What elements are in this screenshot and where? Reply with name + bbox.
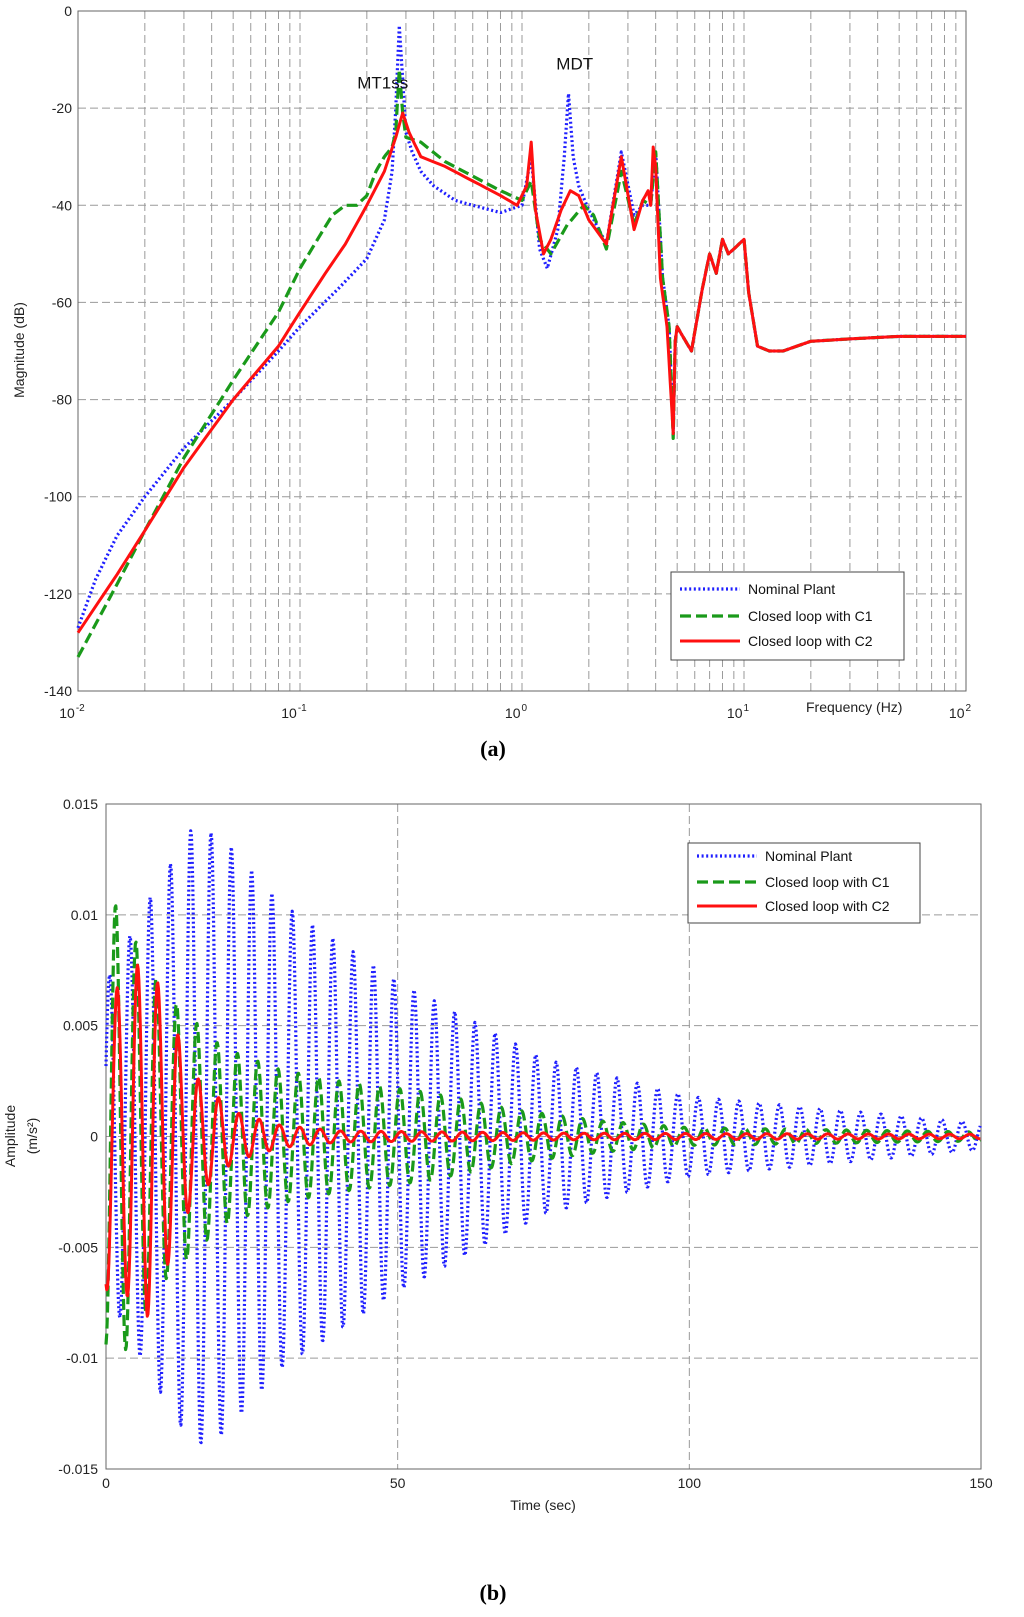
annotation-mdt: MDT (556, 54, 593, 73)
x-axis-label: Time (sec) (510, 1497, 576, 1513)
y-tick-label: 0 (90, 1129, 98, 1145)
annotation-mt1ss: MT1ss (357, 74, 408, 93)
y-tick-label: 0 (64, 3, 72, 19)
y-tick-label: -0.01 (66, 1350, 98, 1366)
series-c1 (104, 904, 982, 1352)
bode-magnitude-chart: 0 -20 -40 -60 -80 -100 -120 -140 10-2 10-1 100 101 1… (11, 3, 972, 761)
series-lines (76, 24, 966, 658)
panel-label-a: (a) (480, 736, 506, 761)
legend-box (670, 571, 905, 661)
x-tick-label: 102 (949, 703, 972, 721)
legend-label-nominal: Nominal Plant (748, 581, 835, 597)
legend-box (687, 842, 921, 924)
x-axis-label: Frequency (Hz) (806, 699, 902, 715)
x-tick-label: 150 (969, 1475, 993, 1491)
legend-label-c2: Closed loop with C2 (748, 633, 873, 649)
axis-ticks: 0 -20 -40 -60 -80 -100 -120 -140 10-2 10-1 100 101 1… (44, 3, 972, 721)
series-c2 (104, 963, 982, 1318)
x-tick-label: 101 (727, 703, 750, 721)
x-tick-label: 10-1 (281, 703, 307, 721)
y-tick-label: -0.005 (58, 1239, 98, 1255)
y-tick-label: -120 (44, 586, 72, 602)
y-tick-label: 0.01 (71, 907, 98, 923)
y-axis-label: Magnitude (dB) (11, 302, 27, 398)
legend-label-nominal: Nominal Plant (765, 848, 852, 864)
y-tick-label: -40 (52, 197, 72, 213)
y-tick-label: -80 (52, 392, 72, 408)
x-tick-label: 100 (678, 1475, 702, 1491)
legend-label-c1: Closed loop with C1 (748, 608, 873, 624)
series-nominal (104, 829, 982, 1445)
y-tick-label: -140 (44, 683, 72, 699)
x-tick-label: 100 (505, 703, 528, 721)
plot-frame (105, 803, 982, 1470)
series-lines (104, 829, 982, 1445)
y-axis-unit: (m/s²) (24, 1118, 40, 1155)
y-axis-label: Amplitude (2, 1105, 18, 1167)
y-tick-label: -20 (52, 100, 72, 116)
y-tick-label: -100 (44, 489, 72, 505)
legend: Nominal Plant Closed loop with C1 Closed… (687, 842, 921, 924)
legend-label-c2: Closed loop with C2 (765, 898, 890, 914)
y-tick-label: -0.015 (58, 1461, 98, 1477)
y-tick-label: 0.005 (63, 1018, 98, 1034)
plot-frame (77, 10, 967, 692)
y-tick-label: -60 (52, 294, 72, 310)
x-tick-label: 50 (390, 1475, 406, 1491)
legend: Nominal Plant Closed loop with C1 Closed… (670, 571, 905, 661)
x-tick-label: 0 (102, 1475, 110, 1491)
x-tick-label: 10-2 (59, 703, 85, 721)
legend-label-c1: Closed loop with C1 (765, 874, 890, 890)
panel-label-b: (b) (480, 1580, 507, 1605)
y-tick-label: 0.015 (63, 796, 98, 812)
series-c1 (76, 67, 966, 658)
series-c2 (76, 111, 966, 634)
